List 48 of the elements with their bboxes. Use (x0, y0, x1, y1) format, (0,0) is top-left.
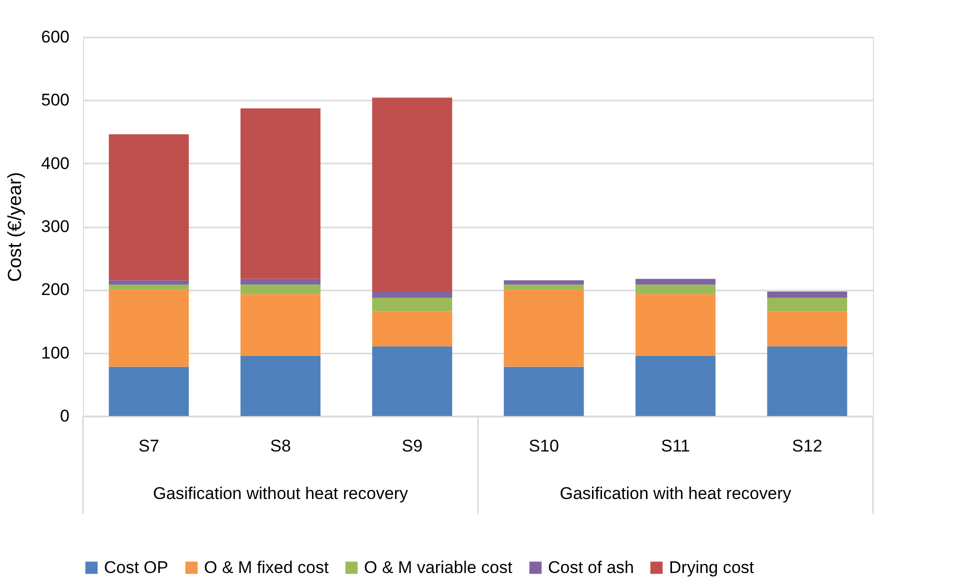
bar (504, 366, 584, 416)
bar (240, 284, 320, 294)
x-tick-label: S9 (402, 436, 423, 456)
bar (636, 284, 716, 294)
bar (767, 312, 848, 347)
bar (636, 356, 716, 416)
bar (372, 346, 452, 416)
bar (240, 278, 320, 285)
bar (636, 278, 716, 285)
legend-label: O & M variable cost (364, 558, 513, 577)
bar (108, 290, 189, 367)
x-tick-label: S8 (270, 436, 291, 456)
legend-label: O & M fixed cost (204, 558, 329, 577)
bar (372, 298, 452, 312)
text: Gasification without heat recovery (152, 484, 409, 503)
bar (372, 312, 452, 347)
x-tick-label: S10 (528, 436, 559, 456)
legend-label: Cost OP (104, 558, 168, 577)
y-axis-title: Cost (€/year) (5, 172, 26, 282)
x-tick-label: S7 (138, 436, 160, 456)
text: Gasification with heat recovery (560, 484, 792, 503)
y-tick-label: 600 (41, 28, 70, 46)
y-tick-label: 100 (41, 343, 70, 362)
bar (767, 292, 848, 298)
legend-label: Cost of ash (548, 558, 634, 577)
y-tick-label: 500 (41, 90, 70, 110)
bar (372, 292, 452, 298)
bar (108, 284, 189, 290)
bar (504, 280, 584, 285)
bar (108, 280, 189, 285)
bar (767, 298, 848, 312)
bar (767, 346, 848, 416)
bar (240, 356, 320, 416)
y-tick-label: 0 (60, 406, 70, 426)
bar (240, 294, 320, 356)
bar (636, 294, 716, 356)
y-tick-label: 400 (41, 154, 70, 173)
legend-label: Drying cost (669, 558, 754, 577)
bar (108, 134, 189, 280)
x-tick-label: S11 (661, 436, 690, 456)
bar (108, 366, 189, 416)
bar (504, 284, 584, 290)
bar (372, 98, 452, 292)
y-tick-label: 200 (41, 280, 70, 300)
x-tick-label: S12 (792, 436, 822, 456)
bar (240, 108, 320, 279)
bar (504, 290, 584, 367)
y-tick-label: 300 (41, 217, 70, 236)
